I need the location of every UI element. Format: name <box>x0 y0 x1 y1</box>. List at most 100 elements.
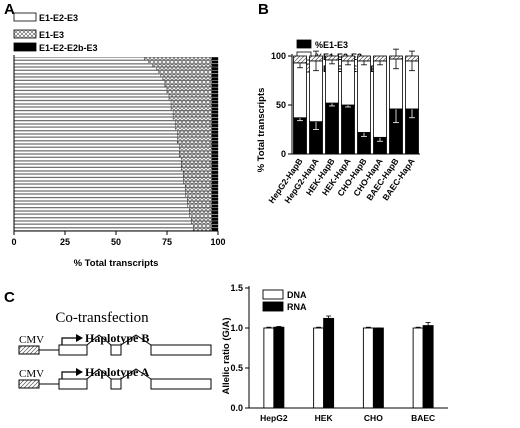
splice-b-1 <box>86 334 112 346</box>
panel-a-bar-row-19-2 <box>211 117 219 121</box>
panel-a-bar-row-9-1 <box>164 83 213 87</box>
panel-a-bar-row-31-1 <box>181 157 213 161</box>
legend-swatch-e1-e2-e3 <box>13 12 37 22</box>
panel-a-bar-row-22-2 <box>211 127 219 131</box>
exon-3-a <box>150 378 212 390</box>
panel-a-bar-row-25-1 <box>177 137 213 141</box>
panel-a-bar-row-28-2 <box>211 147 219 151</box>
panel-c-y-tick-label-3: 1.5 <box>230 283 243 293</box>
panel-a-bar-row-51-2 <box>211 224 219 228</box>
panel-a-bar-row-50-1 <box>191 221 213 225</box>
panel-a-x-tick-label-4: 100 <box>210 237 225 247</box>
promoter-box-b <box>18 345 40 355</box>
panel-a-bar-row-39-2 <box>211 184 219 188</box>
legend-label-e1-e2-e3: E1-E2-E3 <box>39 13 78 23</box>
panel-b-bar-6-1 <box>373 60 387 138</box>
panel-c-x-tick-label-4: BAEC <box>411 413 435 423</box>
panel-a-bar-row-7-1 <box>162 77 213 81</box>
panel-a-bar-row-24-1 <box>177 134 213 138</box>
panel-a-bar-row-8-0 <box>13 80 166 84</box>
panel-a-bar-row-18-0 <box>13 114 174 118</box>
panel-c-y-axis-label: Allelic ratio (G/A) <box>221 317 232 394</box>
panel-a-bar-row-26-1 <box>177 140 213 144</box>
panel-a-x-tick-label-1: 25 <box>60 237 70 247</box>
panel-a-bar-row-4-2 <box>211 67 219 71</box>
panel-a-bar-row-23-2 <box>211 130 219 134</box>
panel-a-bar-row-43-2 <box>211 197 219 201</box>
panel-a-bar-row-32-1 <box>181 160 213 164</box>
panel-a-bar-row-33-2 <box>211 164 219 168</box>
panel-a-bar-row-9-2 <box>211 83 219 87</box>
panel-a-bars <box>13 57 219 231</box>
panel-a-bar-row-32-0 <box>13 160 182 164</box>
panel-c-bars <box>263 315 434 409</box>
panel-a-bar-row-45-0 <box>13 204 188 208</box>
panel-c-bar-4-0 <box>412 327 424 409</box>
panel-a-bar-row-49-1 <box>191 217 213 221</box>
panel-a-bar-row-45-2 <box>211 204 219 208</box>
panel-c-chart: DNA RNA HepG2 HEK CHO BAEC 0.0 0.5 1.0 1.5 Alle… <box>221 283 448 423</box>
panel-a-x-axis: 0 25 50 75 100 <box>11 55 226 247</box>
tss-arrow-icon-a <box>76 368 83 376</box>
panel-a-x-tick-label-2: 50 <box>111 237 121 247</box>
exon-1-a <box>58 378 88 390</box>
panel-c-bar-1-1 <box>273 326 285 409</box>
panel-a-bar-row-23-1 <box>177 130 213 134</box>
panel-a-bar-row-7-2 <box>211 77 219 81</box>
panel-a-x-tick-label-0: 0 <box>11 237 16 247</box>
panel-a-bar-row-48-1 <box>189 214 213 218</box>
panel-a-bar-row-11-0 <box>13 90 168 94</box>
splice-a-2 <box>120 368 152 380</box>
cmv-label-b: CMV <box>19 334 44 346</box>
splice-b-2 <box>120 334 152 346</box>
legend-swatch-rna <box>262 301 284 312</box>
panel-b-bar-8-2 <box>405 55 419 62</box>
panel-a-x-axis-label: % Total transcripts <box>74 258 159 269</box>
exon-3-b <box>150 344 212 356</box>
panel-b-bar-1-1 <box>293 62 307 119</box>
panel-label-c: C <box>4 289 15 306</box>
panel-a-bar-row-3-1 <box>152 63 213 67</box>
panel-c-legend: DNA RNA <box>262 289 307 312</box>
panel-a-bar-row-30-2 <box>211 154 219 158</box>
haplotype-a-label: Haplotype A <box>85 365 150 379</box>
panel-b-bar-1-0 <box>293 117 307 155</box>
panel-a-bar-row-29-1 <box>179 150 213 154</box>
panel-a-bar-row-34-0 <box>13 167 182 171</box>
panel-c-x-tick-label-2: HEK <box>315 413 334 423</box>
panel-c-x-tick-label-3: CHO <box>364 413 383 423</box>
legend-label-pct-e1-e3: %E1-E3 <box>315 40 348 50</box>
panel-a-bar-row-16-0 <box>13 107 172 111</box>
panel-c-y-tick-label-2: 1.0 <box>230 323 243 333</box>
panel-a-bar-row-41-2 <box>211 191 219 194</box>
panel-a-bar-row-49-2 <box>211 217 219 221</box>
panel-a-bar-row-3-0 <box>13 63 153 67</box>
panel-a-bar-row-2-2 <box>211 60 219 64</box>
panel-a-bar-row-6-0 <box>13 73 162 77</box>
panel-b-bar-4-0 <box>341 104 355 155</box>
panel-a-bar-row-11-1 <box>166 90 213 94</box>
panel-a-bar-row-35-1 <box>183 170 213 174</box>
panel-a-bar-row-32-2 <box>211 160 219 164</box>
panel-a-bar-row-5-1 <box>158 70 213 74</box>
cmv-label-a: CMV <box>19 368 44 380</box>
panel-c-x-tick-label-1: HepG2 <box>260 413 288 423</box>
panel-a-bar-row-35-0 <box>13 170 184 174</box>
panel-a-bar-row-33-0 <box>13 164 182 168</box>
panel-a-bar-row-1-0 <box>13 57 145 61</box>
promoter-box-a <box>18 379 40 389</box>
legend-label-e1-e3: E1-E3 <box>39 30 64 40</box>
panel-a-bar-row-15-1 <box>170 104 213 107</box>
panel-a-bar-row-38-0 <box>13 181 184 184</box>
panel-a-bar-row-13-1 <box>168 97 213 101</box>
panel-a-bar-row-27-2 <box>211 144 219 148</box>
panel-a-bar-row-26-2 <box>211 140 219 144</box>
panel-a-bar-row-8-1 <box>164 80 213 84</box>
schematic-title: Co-transfection <box>55 310 149 326</box>
panel-a-bar-row-37-0 <box>13 177 184 181</box>
panel-b-bars <box>293 48 419 155</box>
panel-label-b: B <box>258 1 269 18</box>
panel-a-bar-row-14-0 <box>13 100 172 104</box>
panel-a-bar-row-36-2 <box>211 174 219 178</box>
panel-a-bar-row-36-0 <box>13 174 184 178</box>
